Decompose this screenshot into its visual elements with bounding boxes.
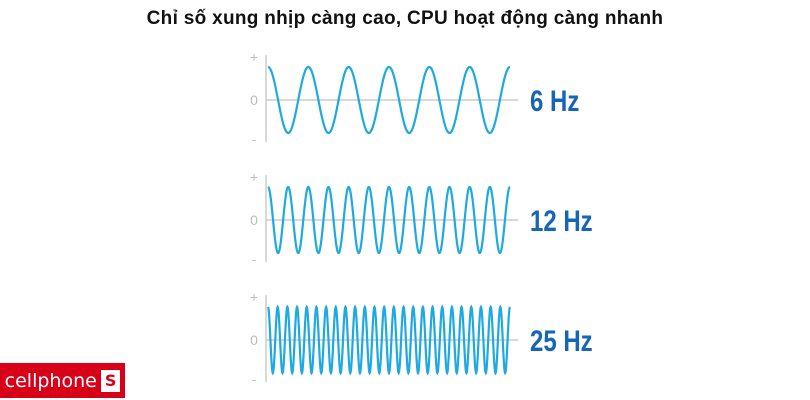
- logo-mark: S: [100, 369, 121, 392]
- axis-label-zero: 0: [250, 212, 258, 228]
- axis-label-plus: +: [250, 169, 258, 185]
- frequency-label: 25 Hz: [530, 323, 593, 357]
- axis-label-zero: 0: [250, 92, 258, 108]
- frequency-label: 6 Hz: [530, 83, 579, 117]
- page-title: Chỉ số xung nhịp càng cao, CPU hoạt động…: [146, 8, 664, 29]
- axis-label-minus: -: [252, 251, 257, 267]
- logo-text: cellphone: [4, 369, 97, 392]
- sine-wave-6hz: [267, 65, 511, 135]
- axis-label-plus: +: [250, 49, 258, 65]
- sine-wave-12hz: [267, 185, 511, 255]
- axis-label-minus: -: [252, 131, 257, 147]
- sine-wave-25hz: [267, 304, 511, 376]
- axis-label-zero: 0: [250, 332, 258, 348]
- axis-label-plus: +: [250, 289, 258, 305]
- frequency-label: 12 Hz: [530, 203, 593, 237]
- axis-label-minus: -: [252, 371, 257, 387]
- cellphones-logo: cellphone S: [0, 363, 125, 398]
